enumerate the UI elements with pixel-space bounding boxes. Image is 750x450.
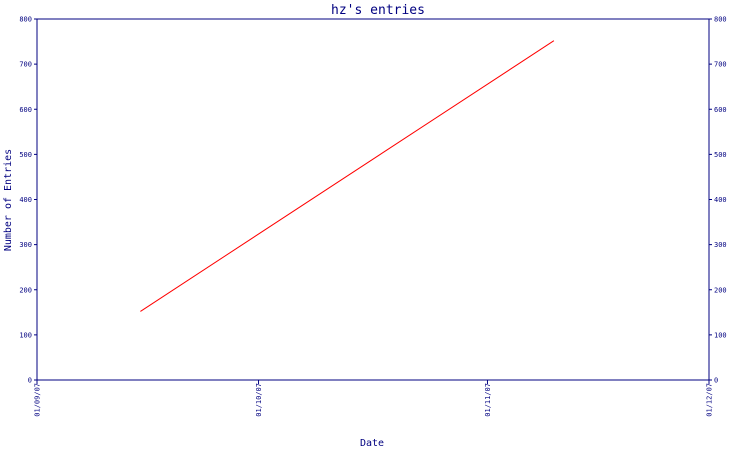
x-tick-label: 01/11/07 xyxy=(484,383,492,417)
y-tick-label-right: 400 xyxy=(714,196,727,204)
y-tick-label-right: 100 xyxy=(714,331,727,339)
y-tick-label-left: 100 xyxy=(19,331,32,339)
y-tick-label-left: 200 xyxy=(19,286,32,294)
y-tick-label-right: 200 xyxy=(714,286,727,294)
series-line xyxy=(140,40,555,312)
y-tick-label-right: 500 xyxy=(714,151,727,159)
y-tick-label-left: 700 xyxy=(19,61,32,69)
series-layer xyxy=(140,40,555,312)
y-tick-label-right: 0 xyxy=(714,377,718,385)
chart-title: hz's entries xyxy=(331,3,425,18)
y-tick-label-left: 0 xyxy=(28,377,32,385)
x-tick-label: 01/09/07 xyxy=(34,383,42,417)
left-y-axis: 0 100 200 300 400 500 600 700 800 xyxy=(19,16,37,385)
y-tick-label-left: 500 xyxy=(19,151,32,159)
y-axis-label: Number of Entries xyxy=(3,149,14,251)
x-axis-label: Date xyxy=(360,438,384,449)
x-axis: 01/09/07 01/10/07 01/11/07 01/12/07 xyxy=(34,380,714,417)
y-tick-label-right: 800 xyxy=(714,16,727,24)
y-tick-label-right: 600 xyxy=(714,106,727,114)
y-tick-label-left: 300 xyxy=(19,241,32,249)
y-tick-label-right: 700 xyxy=(714,61,727,69)
y-tick-label-left: 600 xyxy=(19,106,32,114)
y-tick-label-right: 300 xyxy=(714,241,727,249)
y-tick-label-left: 800 xyxy=(19,16,32,24)
y-tick-label-left: 400 xyxy=(19,196,32,204)
x-tick-label: 01/10/07 xyxy=(255,383,263,417)
x-tick-label: 01/12/07 xyxy=(706,383,714,417)
right-y-axis: 0 100 200 300 400 500 600 700 800 xyxy=(709,16,727,385)
